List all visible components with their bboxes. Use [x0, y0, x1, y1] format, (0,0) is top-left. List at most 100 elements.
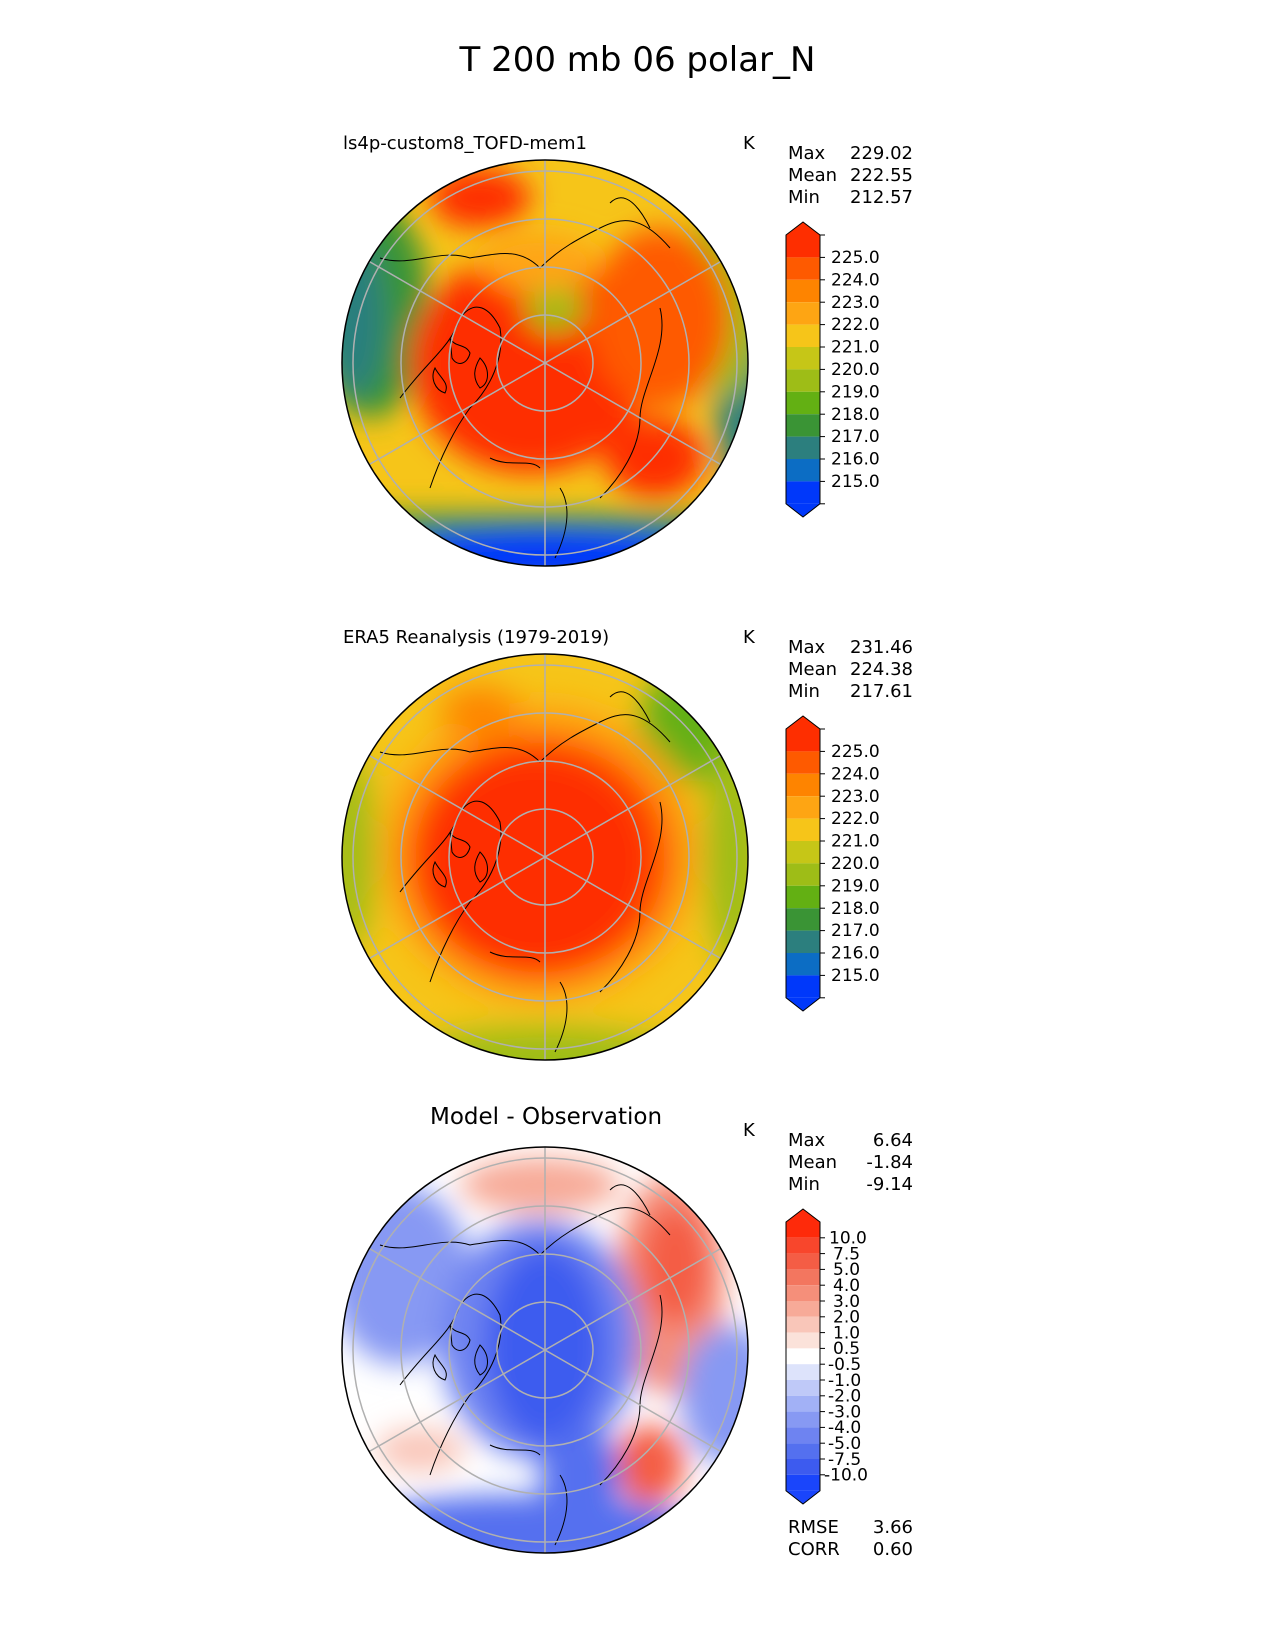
figure-title: T 200 mb 06 polar_N	[459, 40, 816, 80]
stat-label: CORR	[788, 1539, 840, 1560]
colorbar-tick-label: 4.0	[833, 1276, 860, 1296]
colorbar-tick-label: 219.0	[831, 382, 880, 402]
colorbar-swatch	[786, 1348, 820, 1365]
colorbar-tick-label: 224.0	[831, 764, 880, 784]
colorbar-tick-label: 222.0	[831, 809, 880, 829]
units-label: K	[743, 1120, 755, 1141]
colorbar: 225.0 224.0 223.0 222.0 221.0 220.0 219.…	[785, 221, 880, 518]
colorbar-swatch	[786, 347, 820, 370]
polar-map	[341, 653, 749, 1061]
colorbar-tick-label: 221.0	[831, 832, 880, 852]
stat-value: 3.66	[872, 1517, 913, 1538]
colorbar-swatch	[786, 302, 820, 325]
map-boundary	[341, 653, 749, 1061]
stat-value: 229.02	[850, 143, 913, 164]
colorbar-tick-label: -0.5	[828, 1355, 861, 1375]
panel-title: ERA5 Reanalysis (1979-2019)	[343, 627, 610, 648]
colorbar-swatch	[786, 1474, 820, 1491]
colorbar-swatch	[786, 908, 820, 931]
colorbar-swatch	[786, 1364, 820, 1380]
colorbar-swatch	[786, 391, 820, 415]
colorbar-tick-label: 1.0	[833, 1323, 860, 1343]
colorbar-swatch	[786, 1459, 820, 1475]
colorbar-arrow-max	[786, 1209, 820, 1222]
colorbar-swatch	[786, 863, 820, 886]
stat-label: Mean	[788, 659, 838, 680]
colorbar-tick-label: 224.0	[831, 270, 880, 290]
panel-title: ls4p-custom8_TOFD-mem1	[343, 133, 587, 154]
units-label: K	[743, 627, 755, 648]
colorbar-tick-label: -5.0	[828, 1434, 861, 1454]
map-boundary	[341, 1146, 749, 1554]
colorbar-swatch	[786, 436, 820, 459]
colorbar-swatch	[786, 1222, 820, 1238]
stats-block: Max 229.02 Mean 222.55 Min 212.57	[788, 143, 913, 209]
colorbar-tick-label: 10.0	[829, 1229, 867, 1249]
stat-label: Mean	[788, 165, 838, 186]
stat-label: Min	[788, 1174, 820, 1195]
colorbar-swatch	[786, 414, 820, 437]
colorbar-tick-label: 5.0	[833, 1260, 860, 1280]
colorbar: 10.0 7.5 5.0 4.0 3.0 2.0 1.0 0.5 -0.5 -1…	[785, 1208, 868, 1505]
colorbar-tick-label: 220.0	[831, 360, 880, 380]
colorbar-swatch	[786, 1269, 820, 1286]
colorbar-swatch	[786, 1332, 820, 1349]
colorbar-arrow-max	[786, 222, 820, 235]
colorbar-swatch	[786, 818, 820, 841]
stats-block: Max 231.46 Mean 224.38 Min 217.61	[788, 637, 913, 703]
colorbar-swatch	[786, 841, 820, 864]
colorbar-swatch	[786, 930, 820, 953]
colorbar-swatch	[786, 1395, 820, 1412]
colorbar: 225.0 224.0 223.0 222.0 221.0 220.0 219.…	[785, 715, 880, 1012]
colorbar-tick-label: 223.0	[831, 787, 880, 807]
panel-model: ls4p-custom8_TOFD-mem1 K Max 229.02 Mean 2…	[0, 133, 1275, 613]
colorbar-arrow-min	[786, 503, 820, 517]
colorbar-swatch	[786, 1237, 820, 1254]
colorbar-tick-label: 225.0	[831, 248, 880, 268]
colorbar-swatch	[786, 1427, 820, 1444]
temperature-field	[342, 654, 748, 1060]
stat-value: 231.46	[850, 637, 913, 658]
colorbar-swatch	[786, 729, 820, 752]
error-stats: RMSE 3.66 CORR 0.60	[788, 1517, 913, 1561]
colorbar-swatch	[786, 279, 820, 303]
stat-label: Max	[788, 143, 826, 164]
stat-label: Min	[788, 681, 820, 702]
colorbar-swatch	[786, 796, 820, 819]
colorbar-swatch	[786, 1316, 820, 1333]
colorbar-swatch	[786, 257, 820, 280]
colorbar-tick-label: 223.0	[831, 293, 880, 313]
stat-value: 212.57	[850, 187, 913, 208]
colorbar-tick-label: 216.0	[831, 450, 880, 470]
difference-field	[342, 1147, 748, 1553]
colorbar-swatch	[786, 1443, 820, 1459]
colorbar-swatch	[786, 324, 820, 347]
colorbar-swatch	[786, 459, 820, 482]
colorbar-tick-label: 219.0	[831, 876, 880, 896]
stats-block: Max 6.64 Mean -1.84 Min -9.14	[788, 1130, 913, 1196]
stat-value: 6.64	[872, 1130, 913, 1151]
panel-difference: Model - Observation K Max 6.64 Mean -1.84 …	[0, 1104, 1275, 1600]
graticule	[352, 1147, 738, 1553]
colorbar-tick-label: 218.0	[831, 899, 880, 919]
stat-label: RMSE	[788, 1517, 839, 1538]
colorbar-tick-label: -2.0	[828, 1387, 861, 1407]
colorbar-tick-label: -1.0	[828, 1371, 861, 1391]
colorbar-tick-label: -4.0	[828, 1418, 861, 1438]
panel-title: Model - Observation	[430, 1104, 663, 1130]
colorbar-swatch	[786, 369, 820, 392]
colorbar-tick-label: -10.0	[824, 1466, 868, 1486]
colorbar-tick-label: 215.0	[831, 966, 880, 986]
stat-value: 224.38	[850, 659, 913, 680]
colorbar-tick-label: 220.0	[831, 854, 880, 874]
map-boundary	[341, 159, 749, 567]
colorbar-tick-label: 3.0	[833, 1292, 860, 1312]
panel-observation: ERA5 Reanalysis (1979-2019) K Max 231.46 …	[0, 627, 1275, 1107]
colorbar-arrow-min	[786, 997, 820, 1011]
colorbar-swatch	[786, 481, 820, 504]
colorbar-tick-label: 217.0	[831, 921, 880, 941]
units-label: K	[743, 133, 755, 154]
colorbar-swatch	[786, 1285, 820, 1301]
stat-value: 217.61	[850, 681, 913, 702]
colorbar-arrow-min	[786, 1490, 820, 1504]
